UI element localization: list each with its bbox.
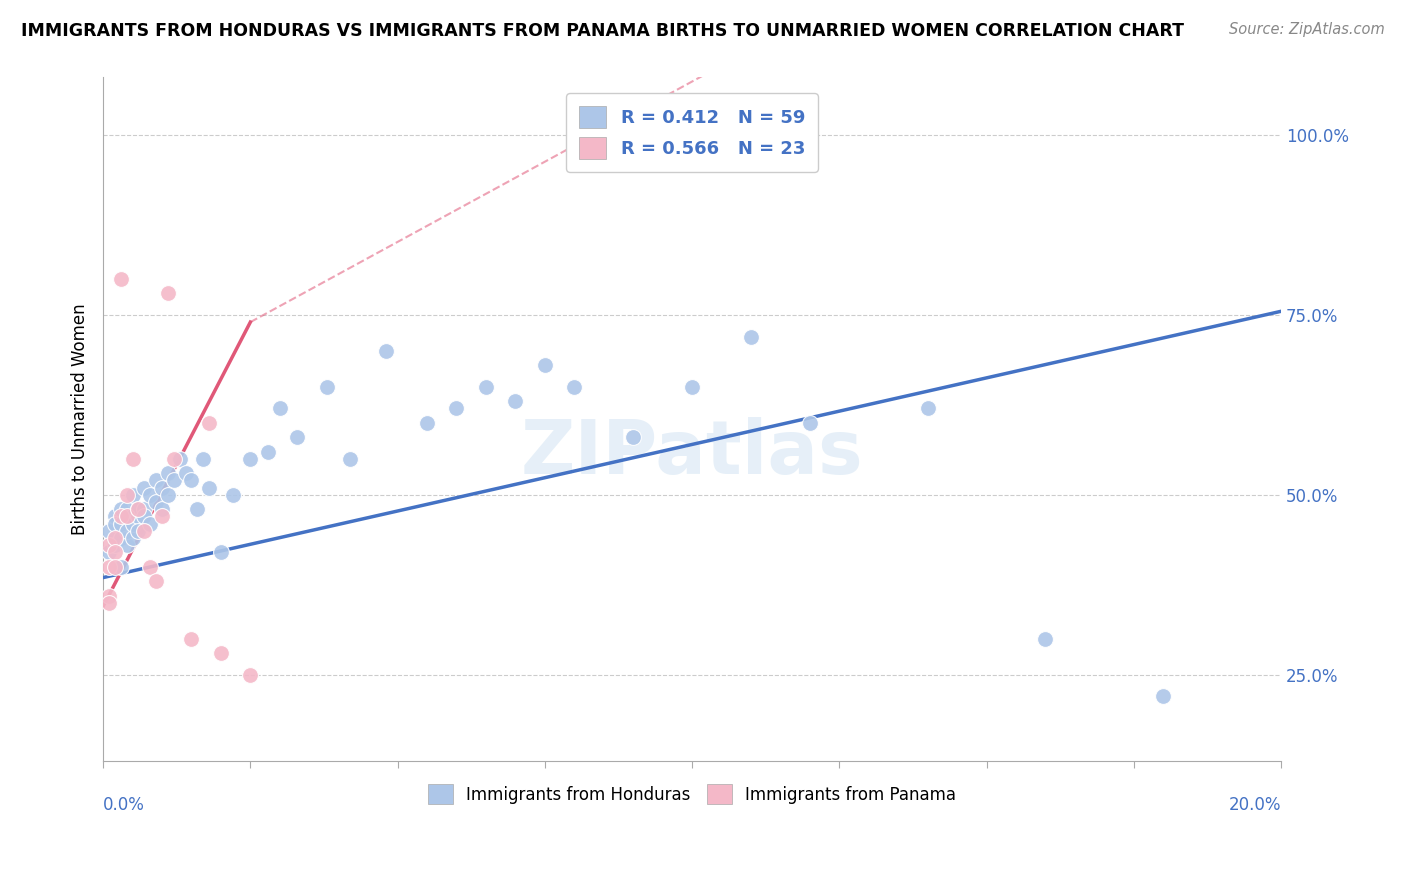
Point: [239, 667, 262, 681]
Point: [475, 380, 498, 394]
Point: [110, 272, 132, 286]
Point: [180, 632, 202, 646]
Point: [115, 524, 138, 538]
Point: [1035, 632, 1057, 646]
Point: [163, 474, 186, 488]
Point: [681, 380, 703, 394]
Point: [98, 538, 121, 552]
Text: ZIPatlas: ZIPatlas: [520, 417, 863, 490]
Point: [121, 488, 143, 502]
Point: [104, 538, 127, 552]
Point: [174, 467, 197, 481]
Point: [198, 481, 221, 495]
Point: [163, 451, 186, 466]
Point: [257, 444, 280, 458]
Point: [104, 516, 127, 531]
Text: Source: ZipAtlas.com: Source: ZipAtlas.com: [1229, 22, 1385, 37]
Point: [209, 545, 232, 559]
Point: [562, 380, 585, 394]
Point: [127, 524, 149, 538]
Point: [115, 502, 138, 516]
Text: IMMIGRANTS FROM HONDURAS VS IMMIGRANTS FROM PANAMA BIRTHS TO UNMARRIED WOMEN COR: IMMIGRANTS FROM HONDURAS VS IMMIGRANTS F…: [21, 22, 1184, 40]
Point: [145, 474, 167, 488]
Point: [193, 451, 215, 466]
Point: [156, 488, 179, 502]
Legend: Immigrants from Honduras, Immigrants from Panama: Immigrants from Honduras, Immigrants fro…: [418, 774, 966, 814]
Point: [110, 531, 132, 545]
Point: [287, 430, 309, 444]
Point: [150, 509, 173, 524]
Point: [221, 488, 243, 502]
Point: [917, 401, 939, 416]
Point: [115, 538, 138, 552]
Point: [145, 574, 167, 589]
Text: 20.0%: 20.0%: [1229, 796, 1281, 814]
Point: [134, 481, 156, 495]
Point: [134, 524, 156, 538]
Point: [1152, 690, 1174, 704]
Point: [156, 286, 179, 301]
Point: [139, 488, 162, 502]
Point: [139, 559, 162, 574]
Point: [121, 516, 143, 531]
Point: [269, 401, 291, 416]
Point: [198, 416, 221, 430]
Y-axis label: Births to Unmarried Women: Births to Unmarried Women: [72, 303, 89, 535]
Point: [127, 502, 149, 516]
Point: [110, 559, 132, 574]
Point: [139, 516, 162, 531]
Point: [121, 451, 143, 466]
Text: 0.0%: 0.0%: [103, 796, 145, 814]
Point: [98, 589, 121, 603]
Point: [740, 329, 762, 343]
Point: [110, 502, 132, 516]
Point: [533, 359, 555, 373]
Point: [104, 509, 127, 524]
Point: [98, 559, 121, 574]
Point: [115, 488, 138, 502]
Point: [110, 516, 132, 531]
Point: [121, 509, 143, 524]
Point: [316, 380, 339, 394]
Point: [98, 596, 121, 610]
Point: [621, 430, 644, 444]
Point: [169, 451, 191, 466]
Point: [134, 502, 156, 516]
Point: [446, 401, 468, 416]
Point: [98, 545, 121, 559]
Point: [127, 509, 149, 524]
Point: [121, 531, 143, 545]
Point: [239, 451, 262, 466]
Point: [98, 524, 121, 538]
Point: [104, 559, 127, 574]
Point: [115, 509, 138, 524]
Point: [104, 531, 127, 545]
Point: [150, 502, 173, 516]
Point: [180, 474, 202, 488]
Point: [150, 481, 173, 495]
Point: [110, 509, 132, 524]
Point: [104, 545, 127, 559]
Point: [127, 502, 149, 516]
Point: [186, 502, 208, 516]
Point: [134, 509, 156, 524]
Point: [145, 495, 167, 509]
Point: [209, 646, 232, 660]
Point: [374, 343, 396, 358]
Point: [156, 467, 179, 481]
Point: [799, 416, 821, 430]
Point: [339, 451, 361, 466]
Point: [505, 394, 527, 409]
Point: [416, 416, 439, 430]
